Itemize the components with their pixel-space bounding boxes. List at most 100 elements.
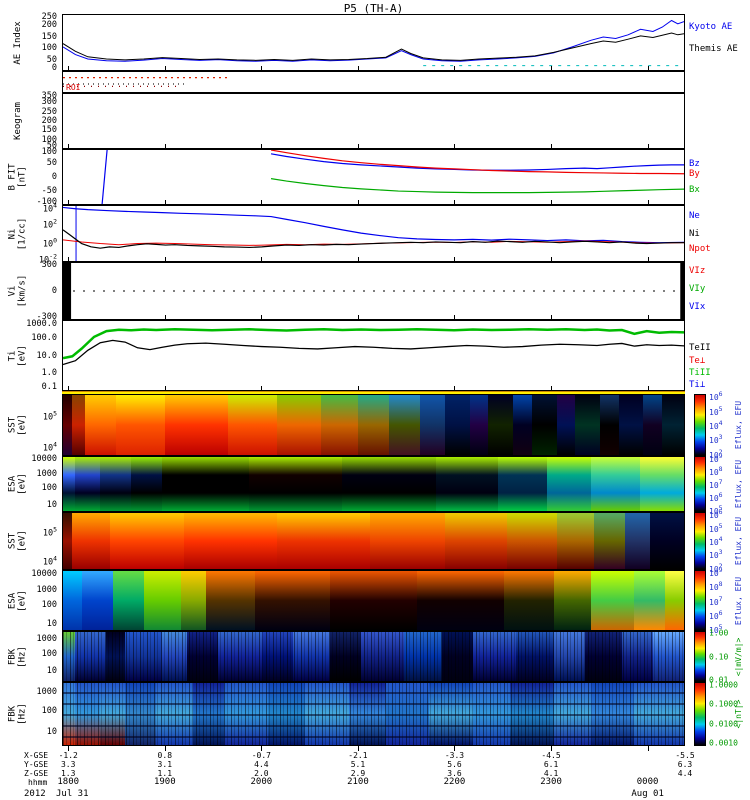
spec-slice (63, 395, 73, 455)
spec-slice (131, 457, 163, 511)
fbk-efield-colorbar-unit: <|mV/m|> (734, 637, 743, 676)
esa-ion-colorbar-tick: 107 (709, 594, 723, 607)
spec-slice (590, 457, 641, 511)
stripe-overlay (63, 632, 684, 681)
time-tick (647, 66, 649, 70)
spec-slice (420, 395, 445, 455)
spec-slice (513, 395, 532, 455)
time-tick (454, 386, 456, 390)
spec-slice (329, 571, 417, 630)
time-tick (261, 66, 263, 70)
sst-electron-ytick: 104 (42, 440, 57, 454)
keogram-ytick: 50 (46, 141, 57, 152)
time-tick (454, 66, 456, 70)
temperature-ytick: 10.0 (36, 350, 57, 361)
separator-line (62, 391, 685, 394)
spec-slice (63, 571, 82, 630)
time-label: 0000 (636, 777, 659, 787)
spec-slice (277, 395, 321, 455)
time-tick (357, 200, 359, 204)
esa-electron-ytick: 1000 (36, 468, 57, 479)
sst-electron-colorbar-tick: 104 (709, 419, 723, 431)
esa-electron-colorbar-unit: Eflux, EFU (734, 459, 743, 509)
position-value: -1.2 (58, 751, 78, 760)
position-row-label: Y-GSE (24, 760, 49, 769)
spec-slice (342, 457, 436, 511)
spec-slice (63, 457, 76, 511)
time-tick (454, 315, 456, 319)
time-tick (357, 257, 359, 261)
spec-slice (112, 571, 144, 630)
position-value: 2.0 (254, 769, 269, 778)
esa-ion-colorbar-unit: Eflux, EFU (734, 576, 743, 625)
spec-slice (618, 395, 644, 455)
time-tick (551, 386, 553, 390)
esa-electron-ytick: 10000 (31, 454, 57, 465)
esa-ion-colorbar-tick: 106 (709, 608, 723, 621)
time-tick (647, 315, 649, 319)
time-tick (68, 144, 70, 148)
spec-slice (180, 571, 206, 630)
spec-slice (75, 457, 101, 511)
sst-ion-colorbar-unit: Eflux, EFU (734, 516, 743, 566)
spec-slice (590, 571, 635, 630)
axis-time-tick (68, 746, 70, 751)
velocity-ytick: -300 (36, 312, 57, 323)
spec-slice (575, 395, 601, 455)
b-fit-trace-label: Bz (689, 159, 700, 170)
fbk-bfield-ytick: 100 (41, 705, 57, 716)
density-ytick: 104 (42, 201, 57, 215)
time-tick (357, 315, 359, 319)
sst-ion-colorbar (694, 512, 706, 570)
spec-slice (162, 457, 250, 511)
sst-ion-ytick: 105 (42, 525, 57, 539)
time-tick (551, 200, 553, 204)
time-tick (454, 144, 456, 148)
fbk-efield-colorbar (694, 631, 706, 682)
fbk-bfield-colorbar-tick: 0.0100 (709, 719, 738, 729)
b-fit-ytick: -100 (36, 197, 57, 208)
time-tick (261, 200, 263, 204)
spec-slice (72, 395, 85, 455)
position-value: -4.5 (541, 751, 561, 760)
spec-slice (444, 513, 507, 569)
velocity-trace-label: VIx (689, 302, 706, 313)
sst-electron-colorbar-unit: Eflux, EFU (734, 400, 743, 450)
spec-slice (72, 513, 110, 569)
b-fit-ytick: 0 (51, 172, 57, 182)
spec-slice (553, 571, 591, 630)
ae-index-ytick: 100 (41, 43, 57, 54)
density-trace-label: Ne (689, 211, 700, 222)
time-tick (68, 257, 70, 261)
esa-electron-colorbar-tick: 108 (709, 465, 723, 477)
time-tick (164, 200, 166, 204)
time-tick (454, 200, 456, 204)
spec-slice (205, 571, 256, 630)
spec-slice (665, 571, 684, 630)
esa-electron-spectrogram (63, 457, 684, 511)
time-label: 1900 (153, 777, 176, 787)
fbk-bfield-colorbar-unit: <|nT|> (734, 699, 743, 729)
spec-slice (388, 395, 421, 455)
temperature-trace-label: TeII (689, 343, 711, 354)
time-tick (261, 144, 263, 148)
date-left-label: Jul 31 (56, 789, 89, 799)
esa-electron-colorbar-tick: 106 (709, 491, 723, 503)
temperature-trace-label: Te⊥ (689, 356, 706, 367)
roi-strip-panel (62, 71, 685, 93)
sst-electron-spectrogram (63, 395, 684, 455)
temperature-ytick: 0.1 (41, 382, 57, 393)
axis-time-tick (647, 746, 649, 751)
sst-electron-colorbar-tick: 105 (709, 404, 723, 417)
position-value: 0.8 (157, 751, 173, 760)
esa-ion-colorbar (694, 570, 706, 631)
sst-electron-colorbar (694, 394, 706, 456)
ae-index-panel (62, 14, 685, 71)
time-label: 2200 (443, 777, 466, 787)
time-tick (551, 144, 553, 148)
spec-slice (506, 513, 557, 569)
ae-index-ytick: 50 (46, 54, 57, 65)
velocity-ytick: 300 (41, 259, 57, 270)
spec-slice (435, 457, 498, 511)
